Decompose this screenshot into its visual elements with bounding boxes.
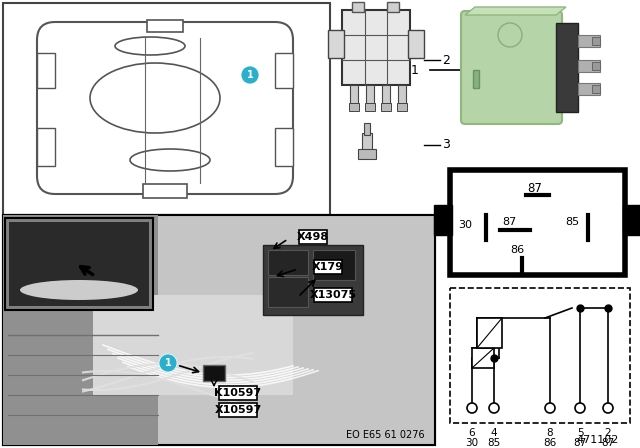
Bar xyxy=(219,386,257,400)
Bar xyxy=(314,288,352,302)
Text: X498: X498 xyxy=(297,232,329,242)
Bar xyxy=(472,348,494,368)
Bar xyxy=(408,30,424,58)
Bar xyxy=(37,128,55,166)
Text: K10597: K10597 xyxy=(214,388,262,398)
Bar xyxy=(263,245,363,315)
Text: 8: 8 xyxy=(547,428,554,438)
Bar xyxy=(299,230,327,244)
Text: 85: 85 xyxy=(565,217,579,227)
Bar xyxy=(314,260,342,274)
Bar xyxy=(366,85,374,105)
Bar xyxy=(450,288,630,423)
Bar xyxy=(349,103,359,111)
Bar xyxy=(143,184,187,198)
Text: 471102: 471102 xyxy=(577,435,619,445)
Text: 4: 4 xyxy=(491,428,497,438)
Bar xyxy=(365,103,375,111)
Circle shape xyxy=(241,66,259,84)
Text: 87: 87 xyxy=(527,181,542,194)
Circle shape xyxy=(467,403,477,413)
Bar xyxy=(3,215,158,445)
Text: 30: 30 xyxy=(458,220,472,230)
Bar xyxy=(275,128,293,166)
Text: 87: 87 xyxy=(502,217,516,227)
FancyBboxPatch shape xyxy=(461,11,562,124)
Bar xyxy=(434,205,452,235)
Text: 2: 2 xyxy=(605,428,611,438)
Bar xyxy=(275,53,293,88)
Bar xyxy=(381,103,391,111)
Text: EO E65 61 0276: EO E65 61 0276 xyxy=(346,430,425,440)
Bar xyxy=(387,2,399,12)
Bar xyxy=(203,365,225,381)
Bar xyxy=(5,218,153,310)
Text: 1: 1 xyxy=(164,358,172,368)
Bar xyxy=(450,170,625,275)
Bar xyxy=(364,123,370,135)
Text: 3: 3 xyxy=(442,138,450,151)
Circle shape xyxy=(159,354,177,372)
Text: 85: 85 xyxy=(488,438,500,448)
Bar xyxy=(313,250,355,280)
Text: 86: 86 xyxy=(510,245,524,255)
Bar xyxy=(268,277,308,307)
Bar xyxy=(147,20,183,32)
Circle shape xyxy=(603,403,613,413)
Bar xyxy=(592,62,600,70)
Bar xyxy=(473,70,479,88)
Bar xyxy=(93,295,293,395)
Text: 5: 5 xyxy=(577,428,583,438)
Bar xyxy=(556,23,578,112)
Bar xyxy=(362,133,372,151)
Bar xyxy=(342,10,410,85)
Bar xyxy=(578,83,600,95)
Circle shape xyxy=(545,403,555,413)
Ellipse shape xyxy=(20,280,138,300)
Bar xyxy=(219,403,257,417)
Circle shape xyxy=(489,403,499,413)
Bar xyxy=(592,37,600,45)
Bar xyxy=(352,2,364,12)
Bar xyxy=(578,35,600,47)
FancyBboxPatch shape xyxy=(37,22,293,194)
Bar xyxy=(268,250,308,275)
Text: X179: X179 xyxy=(312,262,344,272)
Bar xyxy=(350,85,358,105)
Text: 86: 86 xyxy=(543,438,557,448)
Bar xyxy=(3,3,330,215)
Bar xyxy=(397,103,407,111)
Bar xyxy=(398,85,406,105)
Bar xyxy=(477,318,502,348)
Bar xyxy=(3,215,435,445)
Text: 87: 87 xyxy=(573,438,587,448)
Text: 2: 2 xyxy=(442,53,450,66)
Polygon shape xyxy=(465,7,566,15)
Text: 6: 6 xyxy=(468,428,476,438)
Bar xyxy=(382,85,390,105)
Bar xyxy=(9,222,149,306)
Text: 1: 1 xyxy=(411,64,419,77)
Bar xyxy=(3,215,435,445)
Text: 30: 30 xyxy=(465,438,479,448)
Bar xyxy=(328,30,344,58)
Bar xyxy=(358,149,376,159)
Bar xyxy=(37,53,55,88)
Bar xyxy=(578,60,600,72)
Bar xyxy=(592,85,600,93)
Text: 1: 1 xyxy=(246,70,253,80)
Circle shape xyxy=(575,403,585,413)
Bar xyxy=(623,205,640,235)
Text: X13075: X13075 xyxy=(310,290,356,300)
Text: X10597: X10597 xyxy=(214,405,262,415)
Text: 87: 87 xyxy=(602,438,614,448)
